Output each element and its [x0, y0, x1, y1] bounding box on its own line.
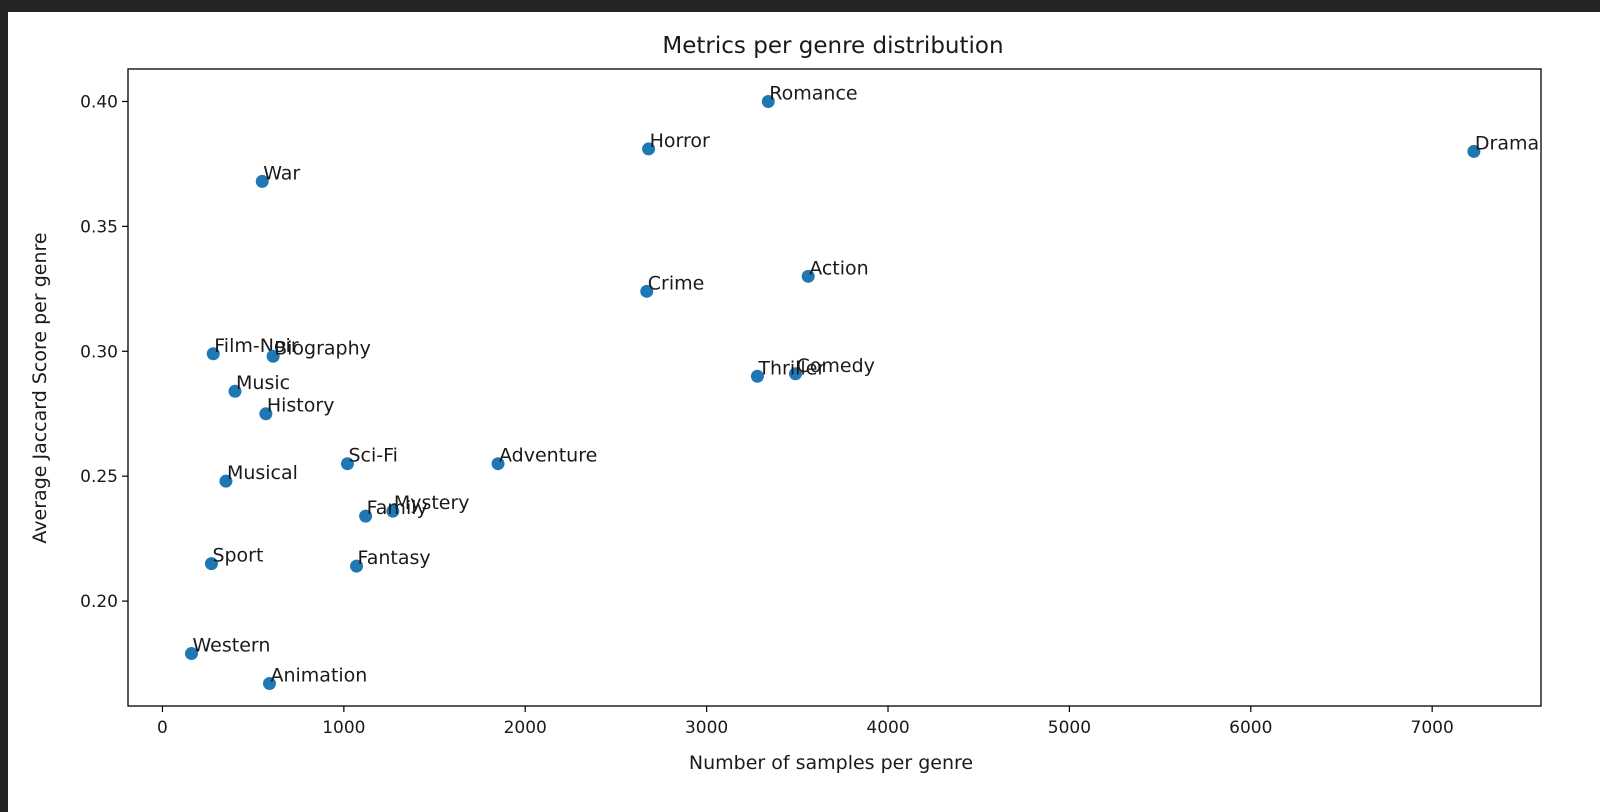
data-point [219, 474, 233, 488]
data-point [350, 559, 364, 573]
y-tick-label: 0.35 [80, 217, 118, 237]
data-point [491, 457, 505, 471]
plot-axes: 0 1000 2000 3000 4000 5000 6000 7000 0.20 0.25 0.3… [80, 92, 1454, 738]
data-point [359, 509, 373, 523]
data-point [184, 647, 198, 661]
point-label: Family [367, 497, 428, 519]
chart-title: Metrics per genre distribution [662, 33, 1003, 59]
x-tick-label: 6000 [1229, 718, 1272, 738]
x-tick-label: 2000 [504, 718, 547, 738]
y-tick-label: 0.40 [80, 92, 118, 112]
data-point [801, 269, 815, 283]
point-label: Action [809, 257, 869, 279]
point-label: Musical [227, 462, 298, 484]
x-tick-label: 1000 [322, 718, 365, 738]
x-tick-label: 5000 [1048, 718, 1091, 738]
x-axis-label: Number of samples per genre [689, 752, 973, 774]
y-axis-label: Average Jaccard Score per genre [29, 232, 51, 543]
y-tick-label: 0.30 [80, 342, 118, 362]
scatter-plot: Metrics per genre distribution Romance Ho… [29, 33, 1542, 774]
data-point [340, 457, 354, 471]
data-point [750, 369, 764, 383]
point-label: Sport [212, 545, 263, 567]
point-label: Music [236, 372, 290, 394]
point-label: Film-Noir [214, 335, 299, 357]
y-tick-label: 0.20 [80, 592, 118, 612]
point-label: Adventure [499, 445, 597, 467]
data-point [255, 174, 269, 188]
x-tick-label: 0 [157, 718, 168, 738]
data-point [789, 367, 803, 381]
figure-canvas: Metrics per genre distribution Romance Ho… [8, 12, 1600, 812]
point-label: Horror [650, 130, 710, 152]
data-point [761, 94, 775, 108]
x-tick-label: 4000 [866, 718, 909, 738]
data-point [204, 557, 218, 571]
point-label: History [267, 395, 335, 417]
point-label: Comedy [797, 355, 875, 377]
data-point [642, 142, 656, 156]
data-point [386, 504, 400, 518]
data-point [266, 349, 280, 363]
point-label: Sci-Fi [348, 445, 397, 467]
x-tick-label: 3000 [685, 718, 728, 738]
point-label: War [263, 162, 300, 184]
point-label: Romance [769, 82, 857, 104]
data-point [640, 284, 654, 298]
point-label: Animation [270, 665, 367, 687]
axes-frame [127, 68, 1542, 707]
data-point [206, 347, 220, 361]
point-label: Western [192, 635, 270, 657]
data-point [259, 407, 273, 421]
point-label: Crime [648, 272, 705, 294]
point-label: Drama [1475, 132, 1539, 154]
point-label: Fantasy [358, 547, 431, 569]
point-label: Thriller [757, 357, 825, 379]
data-point [262, 677, 276, 691]
x-tick-label: 7000 [1411, 718, 1454, 738]
data-point [1467, 144, 1481, 158]
plot-marks: Romance Horror Drama War Action Crime Film-Noi… [184, 82, 1539, 691]
point-label: Mystery [394, 492, 470, 514]
data-point [228, 384, 242, 398]
y-tick-label: 0.25 [80, 467, 118, 487]
point-label: Biography [274, 337, 371, 359]
